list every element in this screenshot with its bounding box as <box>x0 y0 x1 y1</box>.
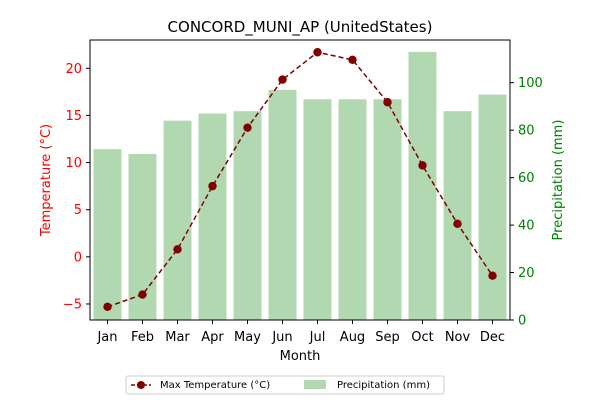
chart-title: CONCORD_MUNI_AP (UnitedStates) <box>168 18 433 37</box>
left-tick-label-3: 10 <box>65 156 82 171</box>
legend-temperature-marker <box>137 381 145 389</box>
legend-temperature-label: Max Temperature (°C) <box>160 380 270 391</box>
temperature-point-jul <box>313 48 322 57</box>
right-y-axis: 0 20 40 60 80 100 <box>510 76 543 329</box>
left-tick-label-4: 15 <box>65 109 82 124</box>
x-tick-label-jul: Jul <box>309 330 326 345</box>
temperature-line-layer <box>103 48 497 312</box>
left-axis-title: Temperature (°C) <box>39 124 54 237</box>
legend-box <box>125 375 445 395</box>
x-tick-label-sep: Sep <box>375 330 400 345</box>
x-axis: Jan Feb Mar Apr May Jun Jul Aug Sep Oct Nov Dec <box>96 320 505 345</box>
right-tick-label-2: 40 <box>518 219 535 234</box>
legend: Max Temperature (°C) Precipitation (mm) <box>125 375 445 395</box>
precipitation-bar-apr <box>198 113 227 320</box>
right-tick-label-4: 80 <box>518 124 535 139</box>
temperature-point-nov <box>453 219 462 229</box>
precipitation-bar-mar <box>163 120 192 320</box>
x-tick-label-dec: Dec <box>480 330 505 345</box>
precipitation-bar-sep <box>373 99 402 320</box>
temperature-point-jun <box>278 75 287 84</box>
temperature-point-mar <box>173 245 182 254</box>
x-tick-label-may: May <box>234 330 261 345</box>
temperature-point-jan <box>103 302 112 312</box>
temperature-point-feb <box>138 290 147 299</box>
precipitation-bar-jan <box>93 149 122 320</box>
left-tick-label-2: 5 <box>74 203 82 218</box>
x-tick-label-aug: Aug <box>340 330 365 345</box>
temperature-point-aug <box>348 55 357 64</box>
legend-precipitation-swatch <box>304 380 326 389</box>
x-tick-label-apr: Apr <box>201 330 224 345</box>
precipitation-bars <box>93 51 507 321</box>
left-tick-label-1: 0 <box>74 250 82 265</box>
precipitation-bar-oct <box>408 51 437 320</box>
precipitation-bar-may <box>233 111 262 321</box>
legend-precipitation-label: Precipitation (mm) <box>337 380 430 391</box>
plot-frame <box>89 39 511 321</box>
temperature-point-apr <box>208 181 217 191</box>
right-tick-label-3: 60 <box>518 171 535 186</box>
temperature-point-may <box>243 123 252 132</box>
right-tick-label-0: 0 <box>518 314 526 329</box>
x-axis-title: Month <box>280 349 321 364</box>
precipitation-bar-dec <box>478 94 507 321</box>
x-tick-label-mar: Mar <box>165 330 190 345</box>
precipitation-bar-jun <box>268 89 297 320</box>
x-tick-label-jun: Jun <box>271 330 292 345</box>
right-tick-label-1: 20 <box>518 266 535 281</box>
x-tick-label-feb: Feb <box>131 330 154 345</box>
right-tick-label-5: 100 <box>518 76 543 91</box>
left-tick-label-0: −5 <box>63 297 82 312</box>
temperature-point-dec <box>488 271 497 280</box>
temperature-point-oct <box>418 161 427 170</box>
left-tick-label-5: 20 <box>65 62 82 77</box>
temperature-point-sep <box>383 98 392 107</box>
temperature-line <box>107 51 494 308</box>
x-tick-label-oct: Oct <box>411 330 433 345</box>
x-tick-label-nov: Nov <box>445 330 471 345</box>
left-y-axis: −5 0 5 10 15 20 <box>63 62 90 312</box>
precipitation-bar-nov <box>443 111 472 321</box>
precipitation-bar-jul <box>303 99 332 320</box>
precipitation-bar-aug <box>338 99 367 320</box>
right-axis-title: Precipitation (mm) <box>551 120 566 241</box>
x-tick-label-jan: Jan <box>96 330 117 345</box>
